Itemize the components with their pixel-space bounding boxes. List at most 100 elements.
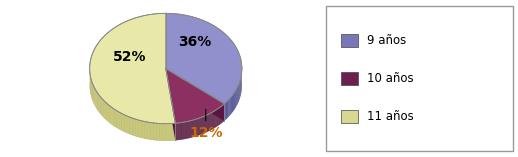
Polygon shape (100, 97, 102, 116)
Polygon shape (188, 121, 189, 138)
Polygon shape (213, 111, 214, 129)
Polygon shape (110, 106, 112, 125)
Polygon shape (96, 91, 97, 110)
Polygon shape (166, 68, 175, 140)
Polygon shape (166, 13, 242, 104)
Polygon shape (177, 123, 178, 140)
Text: 9 años: 9 años (367, 34, 407, 47)
Polygon shape (215, 110, 216, 128)
Polygon shape (204, 116, 205, 133)
Polygon shape (179, 123, 180, 140)
Polygon shape (210, 113, 211, 130)
Text: 11 años: 11 años (367, 110, 414, 123)
Polygon shape (175, 123, 176, 140)
Polygon shape (144, 121, 147, 139)
Polygon shape (147, 122, 150, 140)
Polygon shape (212, 112, 213, 129)
Polygon shape (234, 92, 235, 110)
Polygon shape (197, 118, 198, 136)
Polygon shape (209, 113, 210, 131)
Polygon shape (202, 117, 203, 134)
Polygon shape (227, 100, 228, 118)
Polygon shape (90, 13, 175, 124)
Text: 12%: 12% (189, 109, 222, 140)
Polygon shape (178, 123, 179, 140)
Polygon shape (99, 95, 100, 114)
Polygon shape (104, 101, 106, 120)
Polygon shape (232, 95, 233, 113)
Bar (341, 110, 358, 123)
Polygon shape (239, 81, 240, 100)
Polygon shape (224, 103, 226, 121)
Polygon shape (166, 68, 175, 140)
Polygon shape (133, 118, 135, 136)
Polygon shape (208, 114, 209, 131)
Polygon shape (233, 93, 234, 112)
Polygon shape (236, 89, 237, 107)
Polygon shape (191, 120, 192, 138)
Polygon shape (216, 110, 217, 127)
Polygon shape (180, 123, 181, 140)
Polygon shape (94, 87, 95, 106)
Polygon shape (214, 110, 215, 128)
Polygon shape (108, 104, 110, 123)
Bar (341, 34, 358, 47)
Polygon shape (119, 112, 122, 131)
Polygon shape (182, 122, 183, 139)
Text: 52%: 52% (113, 50, 147, 64)
Polygon shape (203, 116, 204, 134)
Polygon shape (181, 122, 182, 140)
Polygon shape (237, 86, 238, 104)
Polygon shape (124, 115, 127, 133)
Polygon shape (201, 117, 202, 135)
Polygon shape (97, 93, 99, 112)
Polygon shape (218, 108, 219, 126)
Polygon shape (114, 109, 117, 128)
Polygon shape (198, 118, 199, 135)
Polygon shape (217, 109, 218, 127)
Bar (341, 72, 358, 85)
Polygon shape (166, 68, 224, 123)
Polygon shape (172, 123, 175, 141)
Polygon shape (207, 115, 208, 132)
Polygon shape (169, 124, 172, 141)
Polygon shape (206, 115, 207, 133)
Polygon shape (95, 89, 96, 108)
Polygon shape (193, 120, 194, 137)
Polygon shape (93, 84, 94, 104)
Polygon shape (106, 103, 108, 121)
Polygon shape (166, 68, 224, 121)
Polygon shape (160, 124, 163, 141)
Polygon shape (141, 121, 144, 139)
Polygon shape (127, 116, 130, 134)
Polygon shape (150, 123, 153, 140)
Polygon shape (92, 82, 93, 101)
Polygon shape (112, 108, 114, 126)
Text: 10 años: 10 años (367, 72, 414, 85)
Polygon shape (189, 121, 190, 138)
Polygon shape (117, 111, 119, 129)
Polygon shape (166, 124, 169, 141)
Polygon shape (135, 119, 138, 137)
Polygon shape (153, 123, 156, 140)
FancyBboxPatch shape (326, 6, 513, 151)
Polygon shape (200, 117, 201, 135)
Polygon shape (195, 119, 196, 137)
Polygon shape (185, 122, 186, 139)
Polygon shape (163, 124, 166, 141)
Polygon shape (102, 99, 104, 118)
Polygon shape (122, 114, 124, 132)
Polygon shape (196, 119, 197, 136)
Polygon shape (235, 90, 236, 109)
Text: 36%: 36% (178, 35, 211, 49)
Polygon shape (205, 115, 206, 133)
Polygon shape (226, 101, 227, 120)
Polygon shape (190, 121, 191, 138)
Polygon shape (228, 99, 229, 117)
Ellipse shape (90, 30, 242, 141)
Polygon shape (156, 123, 160, 141)
Polygon shape (238, 84, 239, 103)
Polygon shape (192, 120, 193, 137)
Polygon shape (194, 119, 195, 137)
Polygon shape (186, 121, 188, 139)
